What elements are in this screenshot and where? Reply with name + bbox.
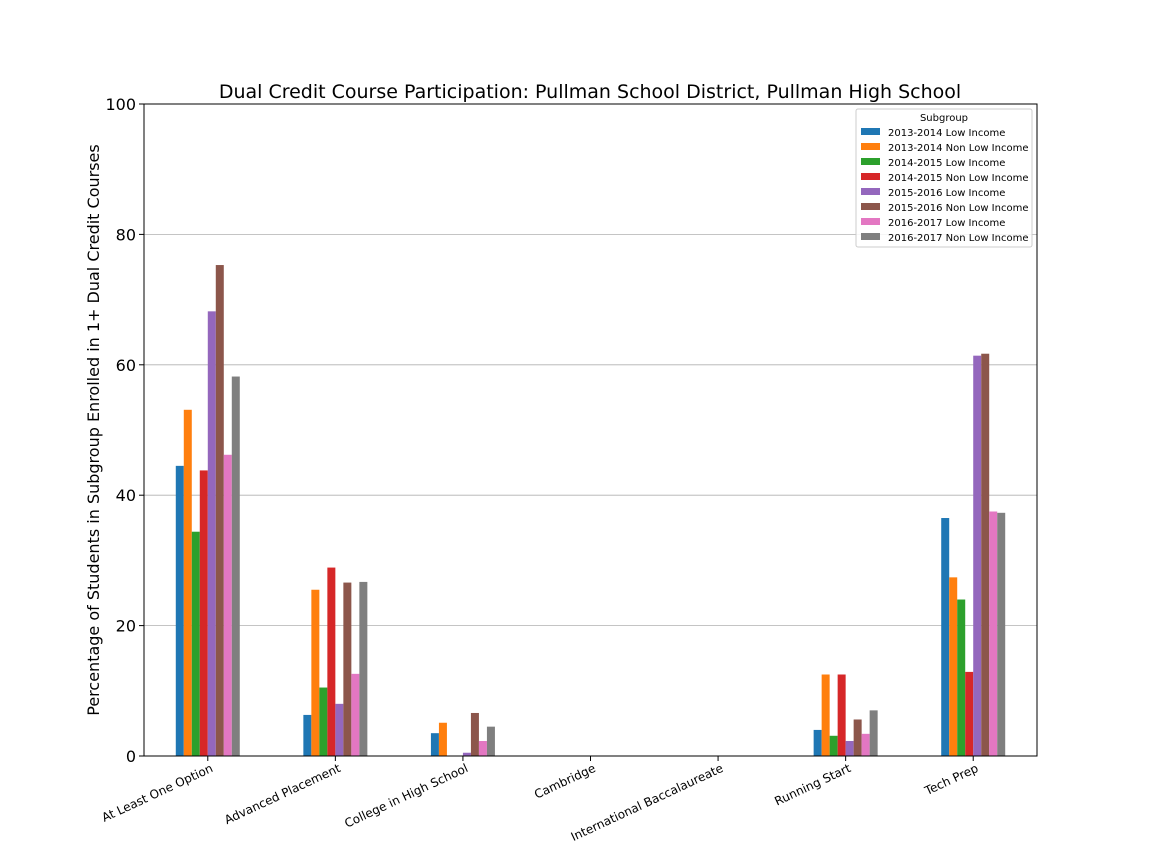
bar [470,712,479,756]
bar [215,265,224,756]
bar [223,454,232,756]
bar [327,567,336,756]
y-tick-label: 80 [116,225,136,244]
bar [191,531,200,756]
legend: Subgroup 2013-2014 Low Income 2013-2014 N… [855,108,1033,248]
legend-box [855,108,1033,248]
legend-title: Subgroup [920,113,968,124]
legend-swatch [861,203,880,210]
bar [869,710,878,756]
legend-swatch [861,128,880,135]
grid-lines [144,233,1037,626]
legend-label: 2013-2014 Low Income [888,128,1005,139]
bar [303,714,312,756]
bar [813,729,822,756]
legend-label: 2014-2015 Low Income [888,158,1005,169]
bar [335,703,344,756]
bar [949,577,958,756]
y-tick-label: 100 [105,95,136,114]
bar [941,518,950,756]
legend-items: 2013-2014 Low Income 2013-2014 Non Low In… [861,128,1028,244]
bar [997,512,1006,756]
bar [973,355,982,756]
bar [989,511,998,756]
bar [199,470,208,756]
bar [359,581,368,756]
bar [430,733,439,756]
legend-swatch [861,158,880,165]
bar [175,465,184,756]
bar [311,589,320,756]
legend-label: 2015-2016 Low Income [888,188,1005,199]
bar [486,726,495,756]
y-tick-label: 20 [116,617,136,636]
bar [837,674,846,756]
legend-label: 2016-2017 Non Low Income [888,233,1028,244]
y-axis-ticks: 0 20 40 60 80 100 [105,95,144,766]
bar [821,674,830,756]
legend-swatch [861,143,880,150]
legend-label: 2016-2017 Low Income [888,218,1005,229]
bar [319,687,328,756]
bar [462,752,471,756]
bar [957,599,966,756]
bar [845,741,854,756]
legend-label: 2013-2014 Non Low Income [888,143,1028,154]
y-tick-label: 40 [116,486,136,505]
bar [207,311,216,756]
bar [861,733,870,756]
legend-swatch [861,188,880,195]
legend-swatch [861,233,880,240]
bars [175,265,1006,756]
bar [183,409,192,756]
bar [981,353,990,756]
y-axis-label: Percentage of Students in Subgroup Enrol… [84,144,103,715]
bar [829,735,838,756]
legend-label: 2015-2016 Non Low Income [888,203,1028,214]
legend-label: 2014-2015 Non Low Income [888,173,1028,184]
bar [343,582,352,756]
bar [351,673,360,756]
bar [231,376,240,756]
bar [438,722,447,756]
bar [853,719,862,756]
y-tick-label: 60 [116,356,136,375]
bar [965,671,974,756]
chart-title: Dual Credit Course Participation: Pullma… [219,81,961,103]
legend-swatch [861,218,880,225]
bar [478,741,487,756]
legend-swatch [861,173,880,180]
y-tick-label: 0 [126,747,136,766]
